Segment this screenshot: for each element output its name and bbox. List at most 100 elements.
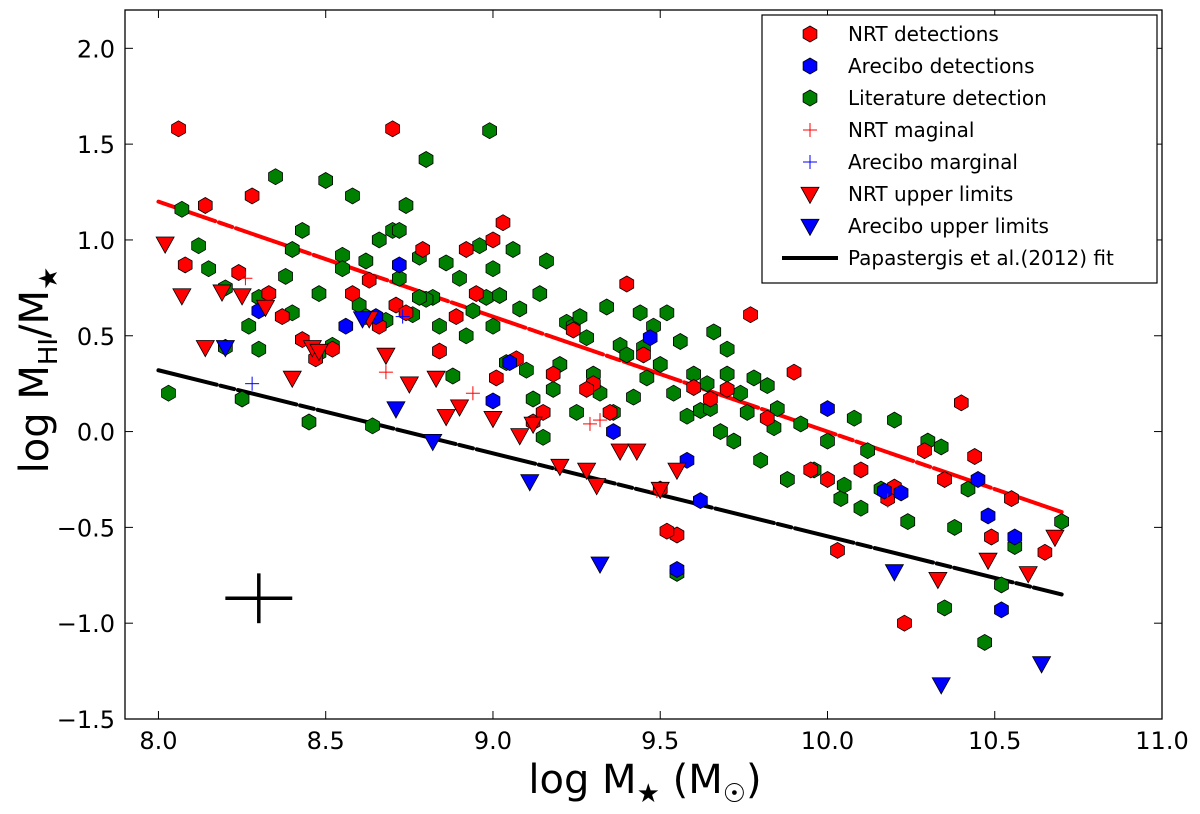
literature-detection-point [492,287,508,304]
y-tick-label: 0.0 [77,419,115,447]
legend-label: Literature detection [848,86,1047,110]
nrt-detections-point [398,304,414,322]
y-axis-label-slash: /M [12,290,58,338]
literature-detection-point [241,317,257,335]
literature-detection-point [472,237,487,255]
literature-detection-point [994,576,1009,594]
nrt-upper-limits-point [172,288,192,306]
nrt-detections-point [579,380,594,398]
nrt-upper-limits-point [449,399,470,417]
nrt-detections-point [937,471,952,488]
arecibo-detections-point [606,423,621,441]
nrt-detections-point [743,306,758,324]
y-tick-label: 1.5 [77,131,115,159]
legend-label: Arecibo marginal [848,150,1018,174]
nrt-upper-limits-point [576,462,597,481]
nrt-upper-limits-point [232,288,252,306]
nrt-upper-limits-point [523,416,543,435]
nrt-detections-point [197,197,213,214]
literature-detection-point [539,252,554,270]
nrt-detections-point [602,403,618,421]
nrt-detections-point [830,541,845,559]
arecibo-upper-limits-point [423,433,443,452]
arecibo-detections-point [642,329,658,347]
x-tick-label: 9.0 [474,727,512,755]
literature-detection-point [599,298,614,316]
legend-swatch [803,155,817,169]
x-tick-label: 9.5 [641,727,679,755]
literature-detection-point [753,451,768,469]
literature-detection-point [525,390,541,408]
nrt-detections-point [488,369,504,387]
legend-swatch [802,25,818,43]
arecibo-detections-point [338,317,354,335]
nrt-maginal-point [593,413,608,428]
literature-detection-point [452,269,467,287]
nrt-upper-limits-point [1045,529,1065,548]
nrt-upper-limits-point [667,462,687,481]
nrt-maginal-point [880,493,895,508]
y-axis-label: log MHI/M★ [12,267,64,474]
literature-detection-point [519,361,534,379]
literature-detection-point [251,340,267,358]
legend-item-arecibo-detections: Arecibo detections [802,54,1034,78]
nrt-upper-limits-point [195,340,215,358]
legend-swatch [803,123,817,137]
data-points [155,120,1069,695]
literature-detection-point [294,221,310,239]
literature-detection-point [485,260,501,278]
x-axis-label-unit-sub: ☉ [723,779,746,809]
literature-detection-point [836,476,852,494]
literature-detection-point [345,187,360,205]
literature-detection-point [853,499,869,517]
nrt-maginal-point [238,271,253,286]
literature-detection-point [278,267,293,285]
nrt-detections-point [485,231,501,249]
literature-detection-point [673,333,688,350]
literature-detection-point [318,172,334,189]
nrt-detections-point [967,448,982,465]
literature-detection-point [545,380,561,398]
literature-detection-point [391,269,407,287]
literature-detection-point [1054,513,1069,531]
literature-detection-point [579,329,594,347]
nrt-detections-point [703,390,718,408]
nrt-detections-point [345,285,360,303]
nrt-upper-limits-point [483,411,503,429]
x-tick-label: 10.0 [801,727,854,755]
literature-detection-point [699,375,715,393]
literature-detection-point [512,300,528,318]
literature-detection-point [445,367,461,385]
nrt-maginal-point [582,416,597,431]
nrt-detections-point [171,120,186,138]
nrt-detections-point [325,340,340,358]
legend-item-literature-detection: Literature detection [802,86,1047,110]
x-axis-label-main: log M [528,757,636,803]
literature-detection-point [933,438,949,456]
literature-detection-point [820,432,835,450]
legend-item-nrt-detections: NRT detections [802,22,999,46]
x-tick-label: 8.0 [139,727,177,755]
literature-detection-point [759,377,775,395]
nrt-upper-limits-point [309,343,329,362]
nrt-detections-point [177,256,193,274]
x-tick-label: 10.5 [968,727,1021,755]
literature-detection-point [335,260,350,278]
arecibo-upper-limits-point [520,474,540,492]
y-tick-label: −0.5 [57,514,115,542]
nrt-detections-point [897,614,912,632]
arecibo-detections-point [980,507,996,525]
arecibo-detections-point [502,354,517,372]
literature-detection-point [626,388,641,406]
literature-detection-point [284,241,300,258]
literature-detection-point [569,403,584,421]
nrt-detections-point [686,379,701,396]
nrt-detections-point [619,275,635,293]
x-axis-label-unit-close: ) [746,757,762,803]
nrt-upper-limits-point [550,458,570,477]
literature-detection-point [793,415,809,433]
literature-detection-point [977,633,992,651]
literature-detection-point [358,252,374,270]
arecibo-detections-point [485,392,501,410]
